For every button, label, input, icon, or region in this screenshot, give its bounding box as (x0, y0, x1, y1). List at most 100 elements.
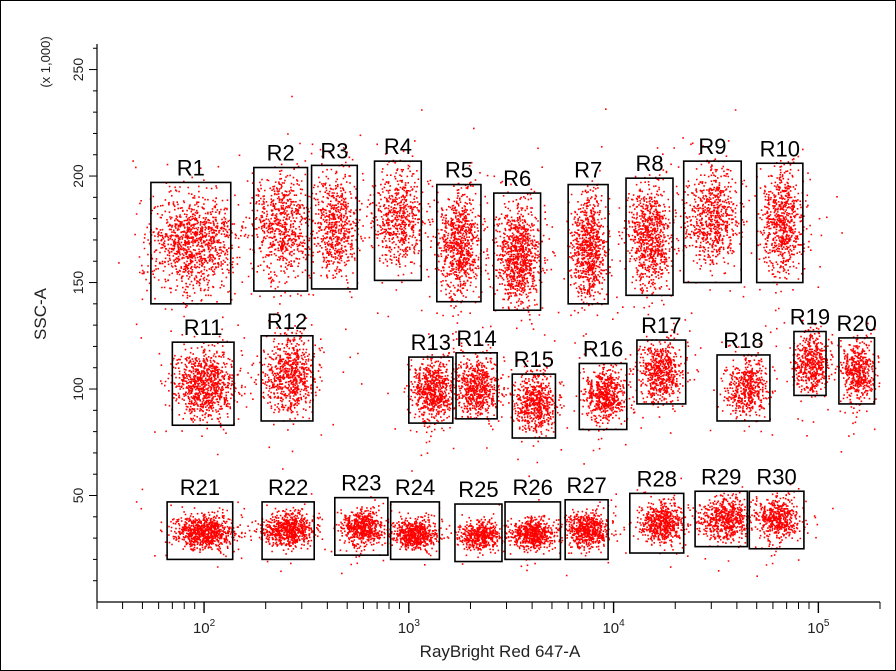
gate-label-r8: R8 (635, 151, 663, 176)
gate-r26[interactable] (504, 501, 562, 561)
gate-r3[interactable] (310, 164, 359, 290)
event-point-cluster (559, 358, 661, 465)
event-point-cluster (552, 169, 638, 373)
gate-label-r11: R11 (184, 315, 223, 340)
y-axis-title: SSC-A (31, 287, 50, 340)
gate-r11[interactable] (171, 341, 235, 427)
event-point-cluster (366, 496, 468, 566)
gate-r4[interactable] (373, 160, 423, 282)
axes-layer: 50 100 150 200 250 102 103 104 105 (70, 44, 881, 637)
event-point-cluster (502, 340, 596, 478)
gate-label-r4: R4 (384, 134, 412, 159)
gate-r18[interactable] (716, 354, 771, 422)
y-tick-label: 150 (70, 271, 86, 295)
event-point-cluster (248, 493, 361, 573)
gates-layer: R1 R2 R3 R4 R5 R6 R7 R8 R9 R10 R11 R12 R13 R14 R15 R16 R… (150, 134, 877, 563)
event-point-cluster (135, 488, 285, 568)
gate-r1[interactable] (150, 181, 232, 305)
gate-label-r13: R13 (411, 330, 451, 355)
gate-r9[interactable] (682, 160, 743, 284)
x-tick-label: 104 (602, 618, 625, 637)
points-layer (118, 95, 881, 577)
event-point-cluster (433, 504, 538, 565)
gate-r22[interactable] (261, 501, 315, 561)
gate-label-r22: R22 (268, 475, 308, 500)
event-point-cluster (317, 499, 419, 575)
event-point-cluster (468, 127, 576, 362)
gate-label-r24: R24 (395, 475, 435, 500)
gate-label-r15: R15 (514, 347, 554, 372)
gate-r23[interactable] (334, 496, 389, 556)
gate-r2[interactable] (253, 166, 309, 292)
event-point-cluster (612, 296, 700, 434)
gate-r25[interactable] (454, 503, 503, 563)
x-axis-title: RayBright Red 647-A (420, 642, 581, 661)
event-point-cluster (487, 514, 594, 572)
gate-label-r16: R16 (583, 336, 623, 361)
gate-label-r28: R28 (637, 466, 677, 491)
gate-r16[interactable] (578, 362, 628, 431)
gate-label-r5: R5 (445, 158, 473, 183)
gate-r5[interactable] (436, 183, 482, 303)
gate-r13[interactable] (408, 356, 454, 424)
gate-label-r26: R26 (513, 475, 553, 500)
gate-r30[interactable] (748, 490, 805, 550)
gate-label-r1: R1 (177, 155, 205, 180)
gate-r21[interactable] (166, 501, 234, 561)
gate-label-r10: R10 (760, 136, 800, 161)
gate-r12[interactable] (260, 334, 314, 422)
gate-label-r14: R14 (456, 326, 496, 351)
gate-label-r25: R25 (458, 477, 498, 502)
gate-label-r17: R17 (641, 313, 681, 338)
event-point-cluster (135, 298, 285, 456)
gate-r29[interactable] (694, 490, 749, 548)
y-tick-label: 250 (70, 58, 86, 82)
gate-r19[interactable] (793, 330, 827, 397)
event-point-cluster (413, 161, 521, 384)
x-tick-label: 105 (807, 618, 830, 637)
gate-label-r23: R23 (341, 471, 381, 496)
event-point-cluster (786, 323, 861, 437)
gate-label-r6: R6 (503, 166, 531, 191)
gate-label-r29: R29 (701, 464, 741, 489)
event-point-cluster (600, 108, 690, 375)
y-tick-label: 200 (70, 164, 86, 188)
event-point-cluster (219, 142, 361, 365)
gate-label-r9: R9 (698, 134, 726, 159)
gate-label-r18: R18 (723, 328, 763, 353)
gate-r6[interactable] (493, 192, 542, 312)
gate-label-r3: R3 (320, 138, 348, 163)
gate-label-r27: R27 (566, 473, 606, 498)
event-point-cluster (287, 95, 389, 331)
y-tick-label: 50 (70, 488, 86, 504)
gate-label-r21: R21 (180, 475, 220, 500)
gate-label-r20: R20 (837, 311, 877, 336)
gate-label-r2: R2 (267, 141, 295, 166)
gate-r10[interactable] (755, 162, 804, 284)
event-point-cluster (615, 477, 719, 568)
y-axis-multiplier-label: (x 1,000) (38, 36, 53, 87)
gate-r27[interactable] (564, 498, 609, 561)
event-point-cluster (688, 486, 799, 572)
gate-r24[interactable] (389, 501, 441, 561)
event-point-cluster (699, 325, 804, 436)
gate-r15[interactable] (511, 373, 557, 439)
gate-label-r7: R7 (574, 158, 602, 183)
y-tick-label: 100 (70, 377, 86, 401)
gate-label-r19: R19 (790, 305, 830, 330)
event-point-cluster (732, 483, 834, 577)
gate-r28[interactable] (629, 492, 685, 554)
gate-r7[interactable] (567, 183, 609, 305)
gate-label-r12: R12 (267, 309, 307, 334)
x-tick-label: 103 (398, 618, 421, 637)
event-point-cluster (821, 322, 881, 453)
event-point-cluster (118, 154, 287, 355)
gate-r14[interactable] (455, 352, 498, 420)
gate-r20[interactable] (838, 337, 876, 405)
gate-label-r30: R30 (756, 464, 796, 489)
x-tick-label: 102 (193, 618, 216, 637)
gate-r17[interactable] (636, 339, 687, 405)
gate-r8[interactable] (625, 177, 674, 297)
